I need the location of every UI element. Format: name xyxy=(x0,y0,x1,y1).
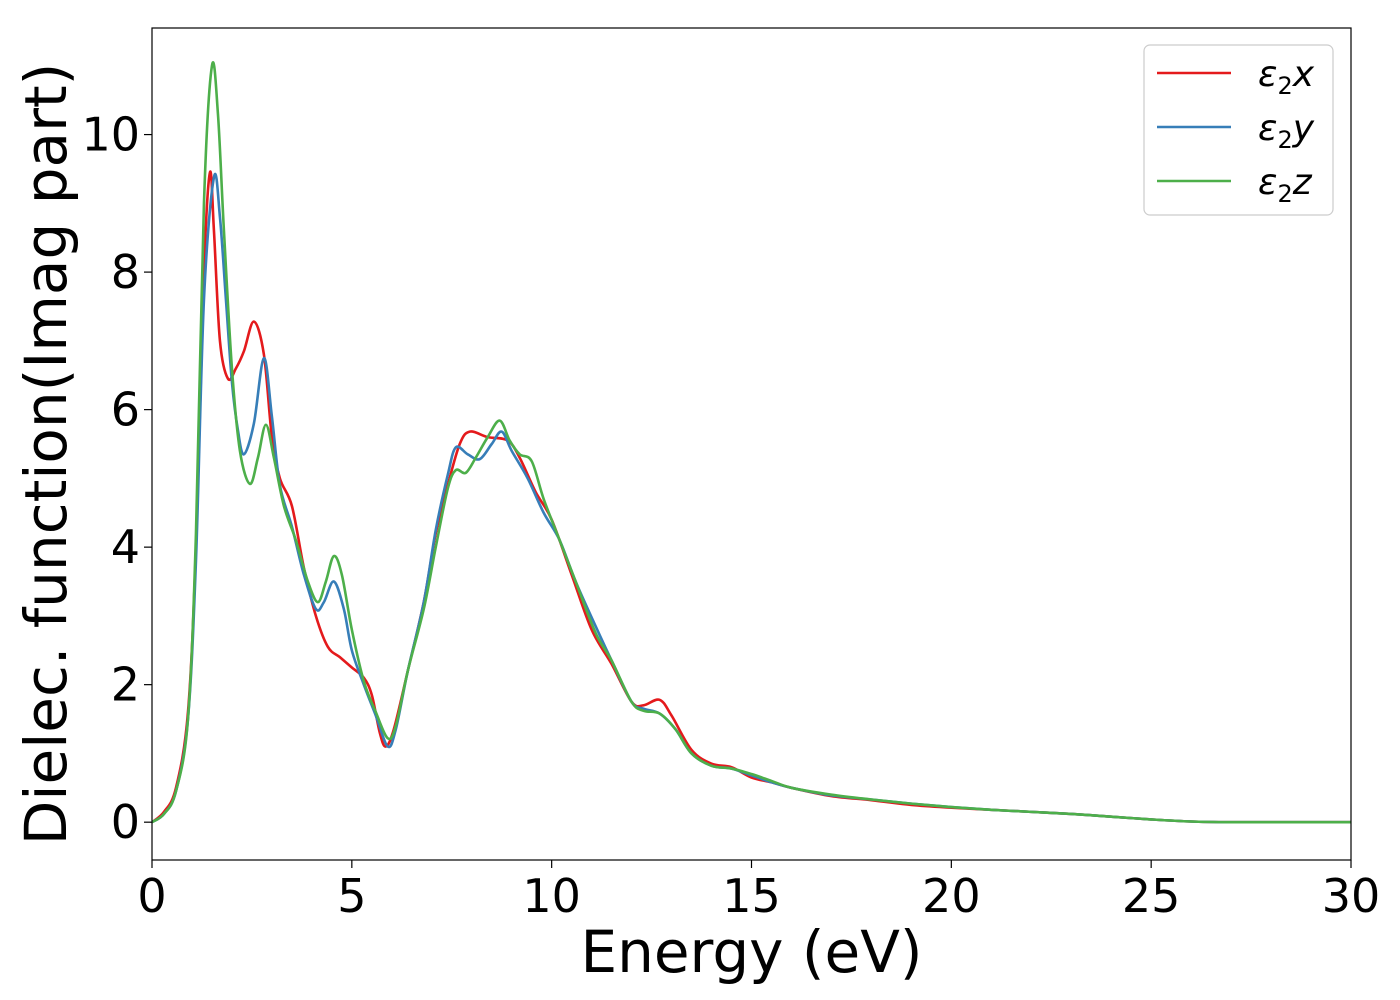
series-line-y xyxy=(152,172,1351,824)
x-axis-label: Energy (eV) xyxy=(580,918,922,986)
y-tick-label: 10 xyxy=(81,108,140,162)
x-tick-label: 20 xyxy=(922,869,981,923)
legend-label: ε2y xyxy=(1258,108,1315,154)
legend: ε2x ε2y ε2z xyxy=(1143,44,1334,216)
y-tick-label: 8 xyxy=(111,245,140,299)
legend-label: ε2x xyxy=(1258,54,1315,100)
legend-item-y: ε2y xyxy=(1157,108,1315,154)
series-lines xyxy=(152,61,1351,824)
x-tick-label: 0 xyxy=(137,869,166,923)
y-tick-label: 0 xyxy=(111,795,140,849)
legend-item-z: ε2z xyxy=(1157,162,1313,208)
x-tick-label: 30 xyxy=(1322,869,1381,923)
x-tick-label: 5 xyxy=(337,869,366,923)
x-tick-label: 25 xyxy=(1122,869,1181,923)
y-tick-label: 6 xyxy=(111,383,140,437)
series-line-x xyxy=(152,170,1351,824)
legend-box xyxy=(1143,44,1334,216)
x-tick-label: 15 xyxy=(722,869,781,923)
x-axis: 0 5 10 15 20 25 30 xyxy=(137,860,1380,923)
y-axis: 0 2 4 6 8 10 xyxy=(81,108,152,849)
legend-label: ε2z xyxy=(1258,162,1313,208)
y-tick-label: 4 xyxy=(111,520,140,574)
legend-item-x: ε2x xyxy=(1157,54,1315,100)
x-tick-label: 10 xyxy=(522,869,581,923)
y-axis-label: Dielec. function(Imag part) xyxy=(12,63,80,846)
y-tick-label: 2 xyxy=(111,658,140,712)
series-line-z xyxy=(152,61,1351,824)
